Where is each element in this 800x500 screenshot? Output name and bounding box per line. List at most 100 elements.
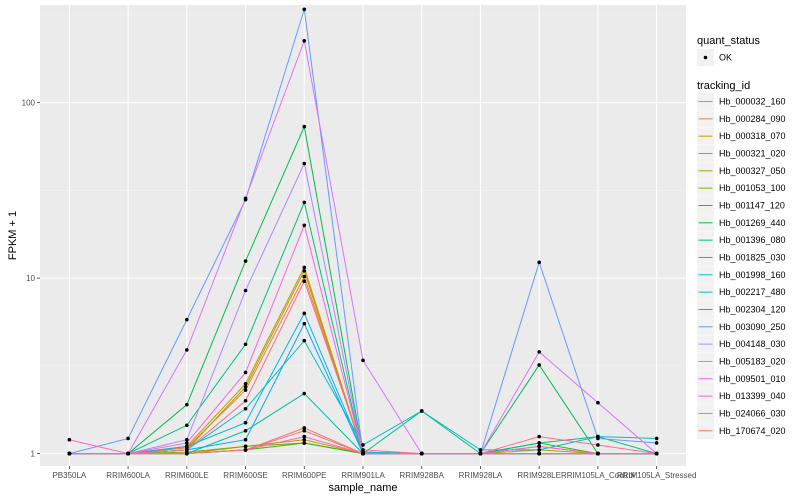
tracking-id-legend-label: Hb_013399_040 (719, 391, 786, 401)
tracking-id-legend-label: Hb_001825_030 (719, 252, 786, 262)
x-axis-title: sample_name (328, 482, 397, 494)
data-point (243, 342, 248, 347)
data-point (419, 409, 424, 413)
data-point (361, 448, 365, 452)
data-point (302, 200, 307, 205)
data-point (243, 407, 248, 411)
data-point (419, 451, 424, 456)
quant-status-legend-title: quant_status (697, 35, 760, 47)
data-point (243, 437, 248, 442)
quant-status-legend-entries: OK (697, 49, 732, 66)
data-point (537, 448, 541, 452)
data-point (537, 441, 541, 445)
data-point (596, 451, 600, 456)
legend: quant_status OK tracking_id Hb_000032_16… (697, 35, 786, 440)
y-axis-title: FPKM + 1 (7, 211, 19, 260)
x-tick-label: RRIM600LA (106, 471, 150, 480)
x-tick-label: PB350LA (52, 471, 86, 480)
x-tick-label: RRIM928LE (517, 471, 561, 480)
data-point (361, 451, 365, 456)
tracking-id-legend-title: tracking_id (697, 80, 750, 92)
tracking-id-legend-label: Hb_000318_070 (719, 131, 786, 141)
tracking-id-legend-entries: Hb_000032_160 Hb_000284_090 Hb_000318_070 H… (697, 93, 786, 440)
x-tick-label: RRIM600PE (282, 471, 326, 480)
data-point (126, 436, 130, 441)
tracking-id-legend-label: Hb_000032_160 (719, 97, 786, 107)
data-point (302, 279, 307, 284)
data-point (537, 260, 541, 265)
data-point (243, 259, 248, 263)
data-point (654, 441, 659, 445)
y-axis: 1 10 100 (22, 99, 40, 459)
data-point (302, 428, 307, 433)
tracking-id-legend-label: Hb_000327_050 (719, 166, 786, 176)
data-point (478, 448, 483, 452)
x-tick-label: RRIM928BA (399, 471, 444, 480)
data-point (537, 434, 541, 439)
data-point (243, 398, 248, 403)
data-point (361, 358, 365, 363)
data-point (67, 451, 72, 456)
data-point (537, 444, 541, 449)
data-point (243, 388, 248, 392)
x-tick-label: RRIM600SE (223, 471, 267, 480)
data-point (361, 443, 365, 447)
tracking-id-legend-label: Hb_001269_440 (719, 218, 786, 228)
data-point (185, 348, 189, 352)
data-point (185, 423, 189, 428)
legend-point-marker (703, 55, 708, 60)
data-point (185, 444, 189, 449)
y-tick-label: 100 (22, 99, 36, 108)
data-point (302, 161, 307, 166)
data-point (302, 269, 307, 273)
data-point (243, 288, 248, 293)
y-tick-label: 10 (26, 274, 35, 283)
data-point (596, 436, 600, 441)
data-point (243, 196, 248, 201)
data-point (243, 420, 248, 425)
tracking-id-legend-label: Hb_002217_480 (719, 287, 786, 297)
tracking-id-legend-label: Hb_000321_020 (719, 148, 786, 158)
data-point (302, 434, 307, 439)
data-point (67, 437, 72, 442)
tracking-id-legend-label: Hb_001998_160 (719, 270, 786, 280)
data-point (302, 124, 307, 129)
tracking-id-legend-label: Hb_004148_030 (719, 339, 786, 349)
x-tick-label: RRIM600LE (165, 471, 209, 480)
tracking-id-legend-label: Hb_170674_020 (719, 426, 786, 436)
data-point (302, 311, 307, 316)
data-point (185, 448, 189, 452)
data-point (243, 370, 248, 375)
data-point (596, 443, 600, 447)
data-point (126, 451, 130, 456)
data-point (302, 274, 307, 279)
tracking-id-legend-label: Hb_024066_030 (719, 408, 786, 418)
quant-status-legend-label: OK (719, 53, 732, 63)
data-point (185, 317, 189, 322)
tracking-id-legend-label: Hb_005183_020 (719, 356, 786, 366)
data-point (302, 441, 307, 445)
data-point (185, 402, 189, 407)
data-point (185, 441, 189, 445)
x-tick-label: RRIM105LA_Stressed (617, 471, 697, 480)
tracking-id-legend-label: Hb_003090_250 (719, 322, 786, 332)
data-point (243, 448, 248, 452)
data-point (302, 426, 307, 430)
x-tick-label: RRIM928LA (459, 471, 503, 480)
data-point (302, 338, 307, 343)
data-point (537, 451, 541, 456)
tracking-id-legend-label: Hb_001147_120 (719, 200, 785, 210)
data-point (243, 385, 248, 389)
data-point (596, 400, 600, 405)
data-point (302, 265, 307, 270)
data-point (302, 39, 307, 43)
data-point (243, 381, 248, 386)
tracking-id-legend-label: Hb_000284_090 (719, 114, 786, 124)
data-point (302, 223, 307, 228)
data-point (654, 436, 659, 441)
x-tick-label: RRIM901LA (341, 471, 385, 480)
data-point (302, 321, 307, 326)
data-point (302, 391, 307, 396)
y-tick-label: 1 (31, 450, 36, 459)
